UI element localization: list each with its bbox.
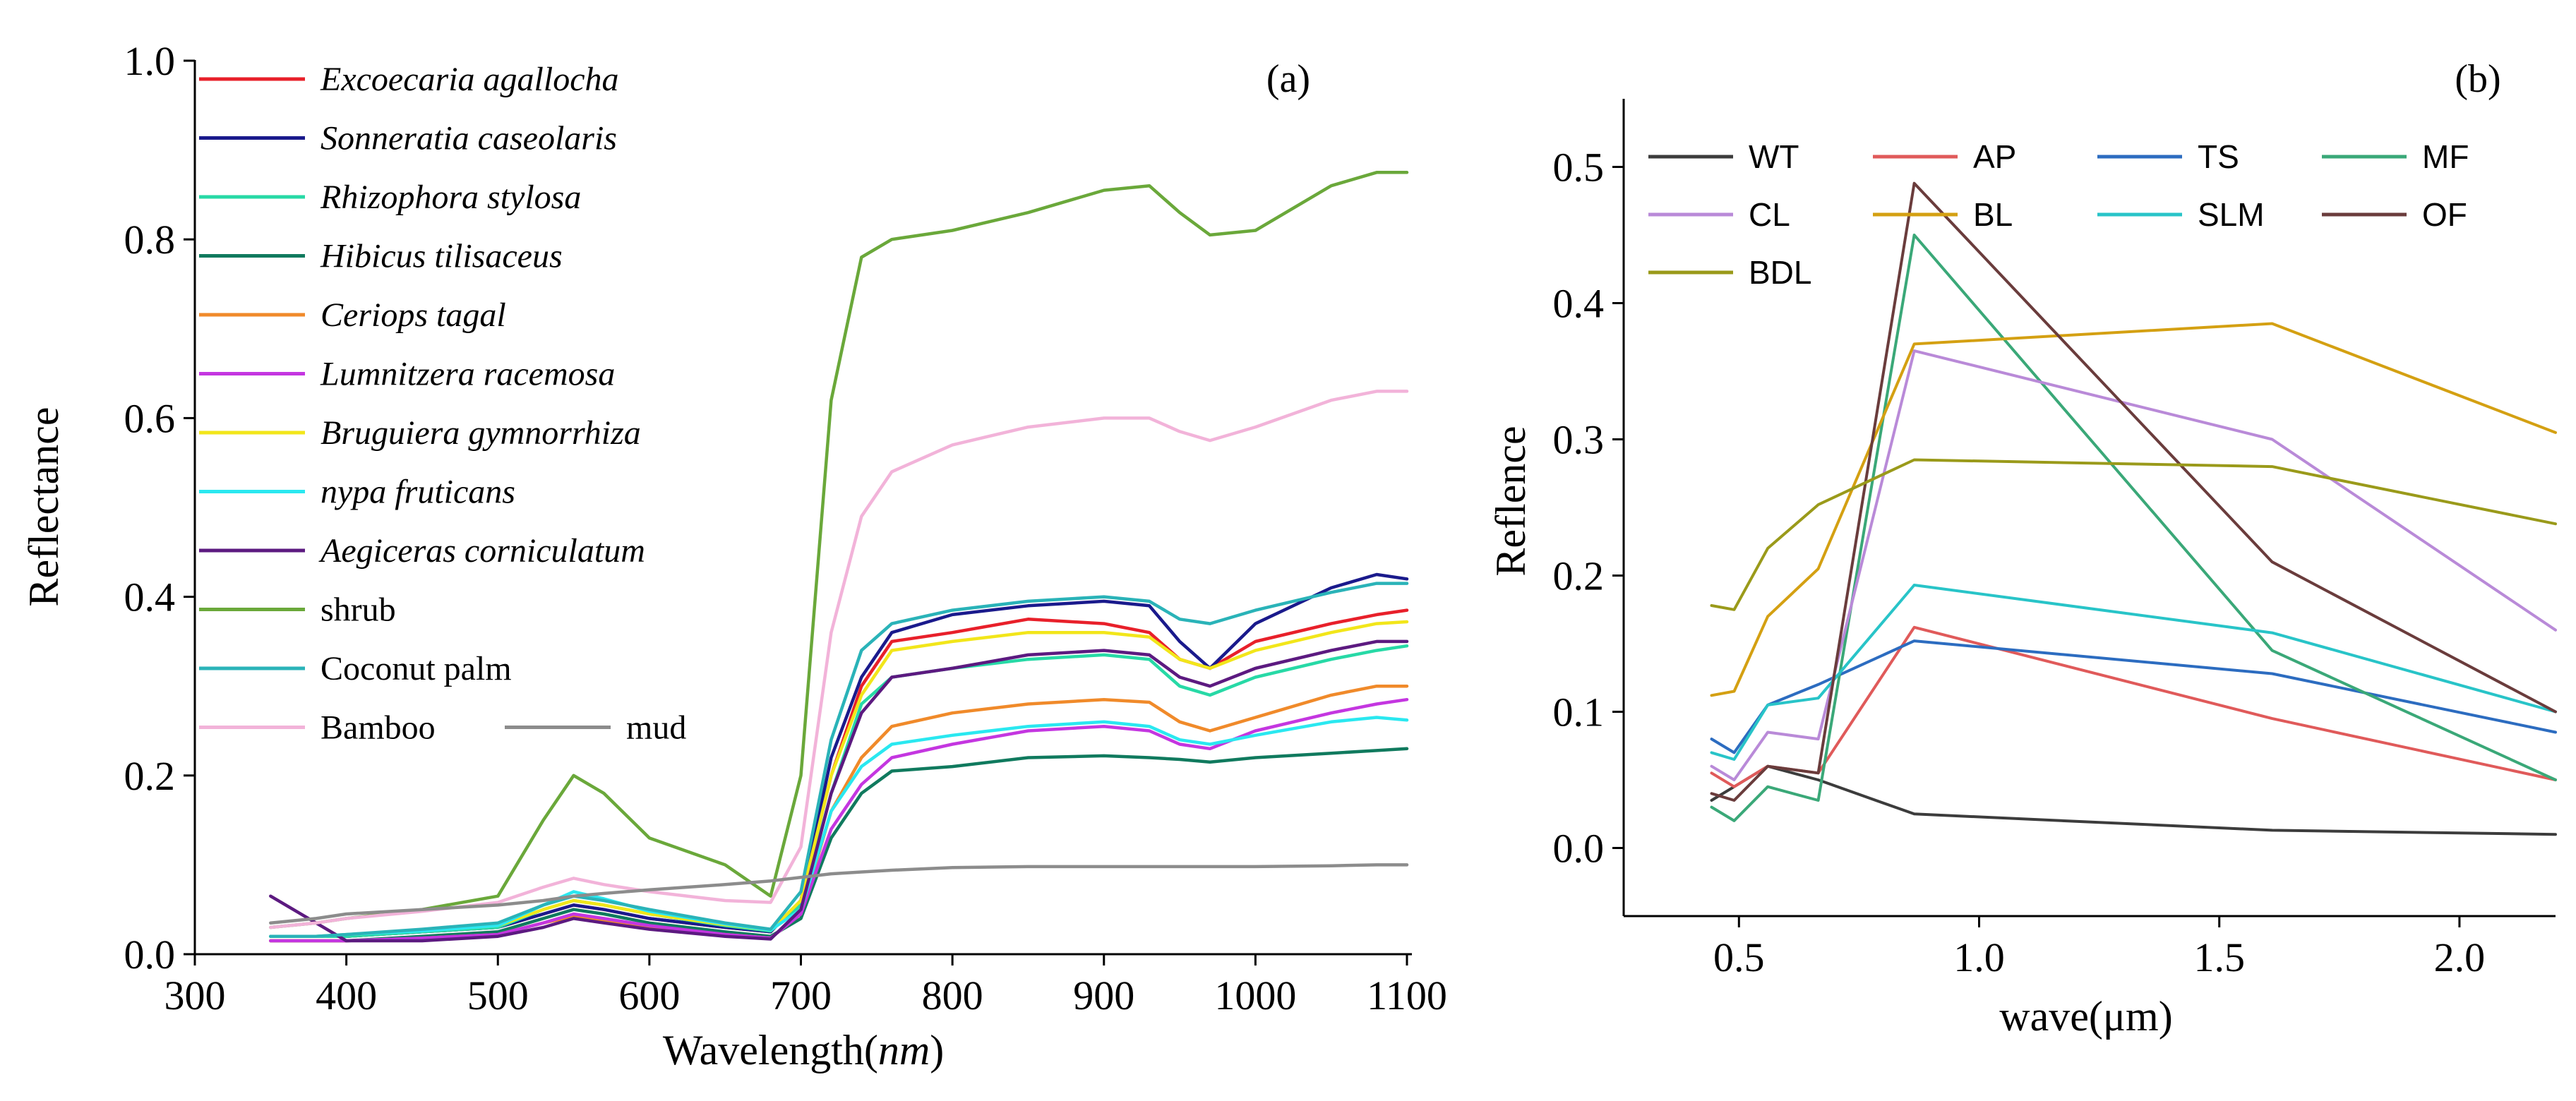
- y-tick-label: 0.2: [124, 753, 176, 799]
- y-tick-label: 0.2: [1553, 553, 1605, 599]
- legend-label: Coconut palm: [320, 650, 512, 687]
- y-tick-label: 0.5: [1553, 145, 1605, 191]
- legend-label: Lumnitzera racemosa: [320, 356, 615, 393]
- y-tick-label: 0.4: [124, 574, 176, 620]
- x-tick-label: 2.0: [2434, 934, 2486, 980]
- series-line-aegiceras-corniculatum: [269, 639, 1409, 943]
- y-tick-label: 0.0: [1553, 826, 1605, 872]
- x-tick-label: 1100: [1367, 973, 1447, 1018]
- legend-label: BL: [1973, 196, 2013, 233]
- legend-label: Sonneratia caseolaris: [320, 120, 617, 157]
- x-tick-label: 400: [316, 973, 377, 1018]
- series-line-bl: [1710, 322, 2557, 697]
- y-tick-label: 0.3: [1553, 417, 1605, 463]
- x-tick-label: 500: [467, 973, 529, 1018]
- x-tick-label: 1.0: [1953, 934, 2005, 980]
- panel-a-y-axis-title: Reflectance: [20, 407, 67, 606]
- x-tick-label: 0.5: [1713, 934, 1765, 980]
- series-line-cl: [1710, 349, 2557, 781]
- y-tick-label: 0.6: [124, 395, 176, 441]
- series-line-coconut-palm: [269, 582, 1409, 938]
- legend-label: TS: [2198, 138, 2239, 175]
- chart-panel-b: 0.5 1.0 1.5 2.0 0.0 0.1 0.2 0.3 0.4 0.5 (b) Refle…: [1487, 57, 2557, 1040]
- x-tick-label: 800: [922, 973, 983, 1018]
- x-tick-label: 300: [164, 973, 226, 1018]
- y-tick-label: 0.0: [124, 932, 176, 977]
- series-line-wt: [1710, 764, 2557, 836]
- series-line-nypa-fruticans: [269, 716, 1409, 938]
- legend-label: nypa fruticans: [320, 474, 515, 511]
- legend-label: Rhizophora stylosa: [320, 179, 581, 216]
- panel-a-legend: Excoecaria agallocha Sonneratia caseolari…: [199, 61, 686, 747]
- series-line-bamboo: [269, 390, 1409, 929]
- panel-a-x-axis-title-unit: nm: [878, 1027, 930, 1073]
- panel-a-label: (a): [1266, 57, 1310, 101]
- panel-b-label: (b): [2455, 57, 2500, 101]
- legend-label: WT: [1749, 138, 1799, 175]
- series-line-rhizophora-stylosa: [269, 644, 1409, 938]
- series-line-ceriops-tagal: [269, 684, 1409, 943]
- series-line-of: [1710, 181, 2557, 802]
- legend-label: shrub: [320, 591, 396, 629]
- series-line-mud: [269, 863, 1409, 925]
- legend-label: Hibicus tilisaceus: [320, 238, 563, 275]
- panel-b-legend: WT AP TS MF CL BL SLM OF BDL: [1648, 138, 2469, 291]
- x-tick-label: 600: [618, 973, 680, 1018]
- x-tick-label: 1.5: [2193, 934, 2245, 980]
- y-tick-label: 0.4: [1553, 281, 1605, 327]
- x-tick-label: 900: [1073, 973, 1134, 1018]
- legend-label: Ceriops tagal: [320, 296, 506, 334]
- series-line-slm: [1710, 584, 2557, 761]
- series-line-mf: [1710, 234, 2557, 822]
- legend-label: MF: [2422, 138, 2469, 175]
- panel-a-x-axis-title: Wavelength(nm): [663, 1027, 944, 1073]
- legend-label: OF: [2422, 196, 2467, 233]
- legend-label: Bamboo: [320, 709, 436, 747]
- panel-b-y-axis-title: Reflence: [1487, 426, 1534, 576]
- y-tick-label: 0.8: [124, 217, 176, 263]
- chart-panel-a: 300 400 500 600 700 800 900 1000 1100 0.0 0.2 0.4 0.…: [20, 38, 1447, 1073]
- panel-a-x-axis-title-prefix: Wavelength(: [663, 1027, 878, 1073]
- series-line-ts: [1710, 639, 2557, 754]
- legend-label: Bruguiera gymnorrhiza: [320, 414, 641, 452]
- series-line-bdl: [1710, 458, 2557, 611]
- y-tick-label: 1.0: [124, 38, 176, 84]
- legend-label: Aegiceras corniculatum: [318, 532, 645, 570]
- legend-label: mud: [626, 709, 686, 747]
- legend-label: AP: [1973, 138, 2016, 175]
- series-line-lumnitzera-racemosa: [269, 697, 1409, 943]
- legend-label: BDL: [1749, 254, 1811, 291]
- y-tick-label: 0.1: [1553, 690, 1605, 735]
- legend-label: SLM: [2198, 196, 2265, 233]
- x-tick-label: 700: [770, 973, 832, 1018]
- legend-label: Excoecaria agallocha: [320, 61, 619, 98]
- panel-a-x-axis-title-suffix: ): [930, 1027, 944, 1073]
- panel-b-x-axis-title: wave(μm): [1999, 993, 2172, 1040]
- series-line-hibicus-tilisaceus: [269, 747, 1409, 943]
- legend-label: CL: [1749, 196, 1790, 233]
- x-tick-label: 1000: [1214, 973, 1296, 1018]
- series-line-shrub: [269, 171, 1409, 929]
